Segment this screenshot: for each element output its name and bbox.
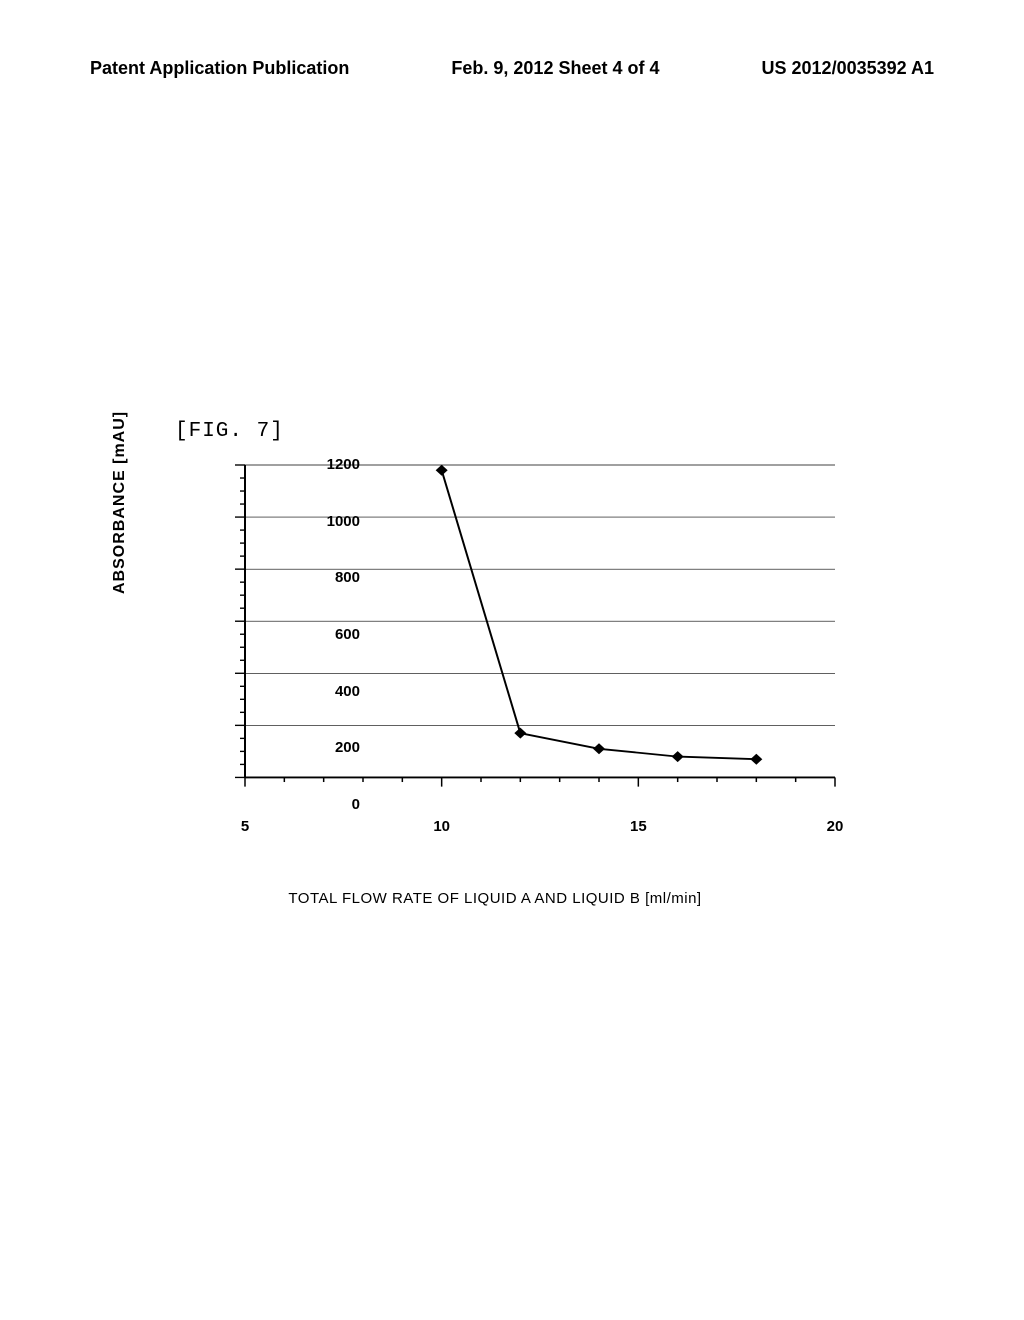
y-tick-label: 1000 <box>310 513 360 530</box>
y-tick-label: 200 <box>310 739 360 756</box>
x-tick-label: 20 <box>815 818 855 835</box>
y-axis-label: ABSORBANCE [mAU] <box>111 411 129 594</box>
y-tick-label: 400 <box>310 683 360 700</box>
y-tick-label: 1200 <box>310 456 360 473</box>
x-tick-label: 5 <box>225 818 265 835</box>
x-axis-label: TOTAL FLOW RATE OF LIQUID A AND LIQUID B… <box>135 890 855 907</box>
y-tick-label: 0 <box>310 796 360 813</box>
header-center: Feb. 9, 2012 Sheet 4 of 4 <box>451 58 659 79</box>
page-header: Patent Application Publication Feb. 9, 2… <box>0 58 1024 79</box>
y-tick-label: 600 <box>310 626 360 643</box>
x-tick-label: 10 <box>422 818 462 835</box>
y-tick-label: 800 <box>310 569 360 586</box>
x-tick-label: 15 <box>618 818 658 835</box>
absorbance-chart: ABSORBANCE [mAU] 020040060080010001200 5… <box>135 465 855 865</box>
header-left: Patent Application Publication <box>90 58 349 79</box>
figure-label: [FIG. 7] <box>175 420 284 443</box>
header-right: US 2012/0035392 A1 <box>762 58 934 79</box>
